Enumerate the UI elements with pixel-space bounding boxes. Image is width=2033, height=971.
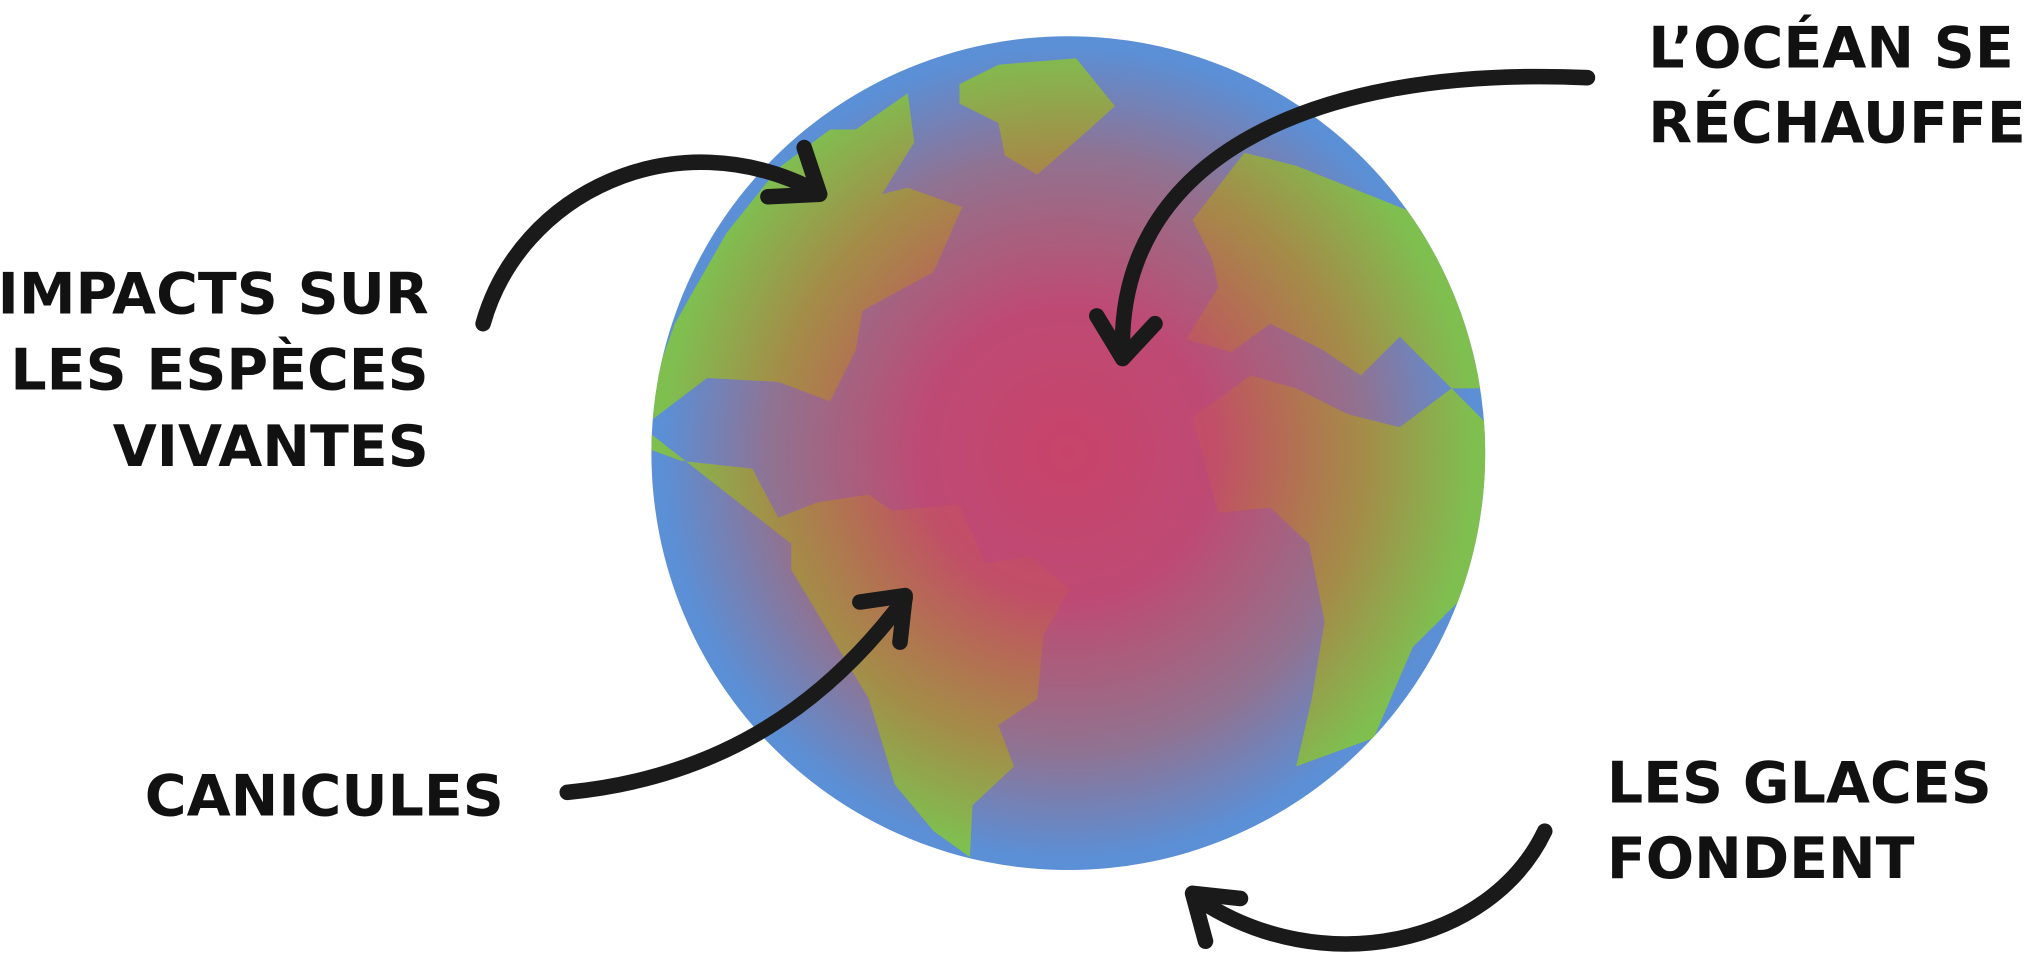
label-line: LES ESPÈCES <box>10 336 428 404</box>
arrowhead-ocean <box>1089 308 1163 367</box>
globe <box>651 36 1486 871</box>
arrowhead-ice <box>1184 885 1249 949</box>
arrowhead-heatwaves <box>852 587 913 650</box>
label-line: LES GLACES <box>1607 751 1992 817</box>
arrowhead-species <box>760 139 828 205</box>
arrow-species <box>475 154 825 332</box>
label-line: RÉCHAUFFE <box>1648 88 2026 156</box>
label-line: L’OCÉAN SE <box>1648 13 2013 81</box>
label-line: CANICULES <box>145 764 504 830</box>
labels: IMPACTS SUR LES ESPÈCES VIVANTES L’OCÉAN… <box>0 13 2026 891</box>
warming-glow <box>651 36 1486 871</box>
arrow-heatwaves <box>559 590 913 801</box>
label-line: VIVANTES <box>113 414 429 480</box>
arrow-ocean <box>1114 68 1596 364</box>
label-line: IMPACTS SUR <box>0 261 429 327</box>
arrows <box>475 68 1596 952</box>
label-line: FONDENT <box>1607 826 1915 892</box>
arrow-ice <box>1191 823 1553 952</box>
